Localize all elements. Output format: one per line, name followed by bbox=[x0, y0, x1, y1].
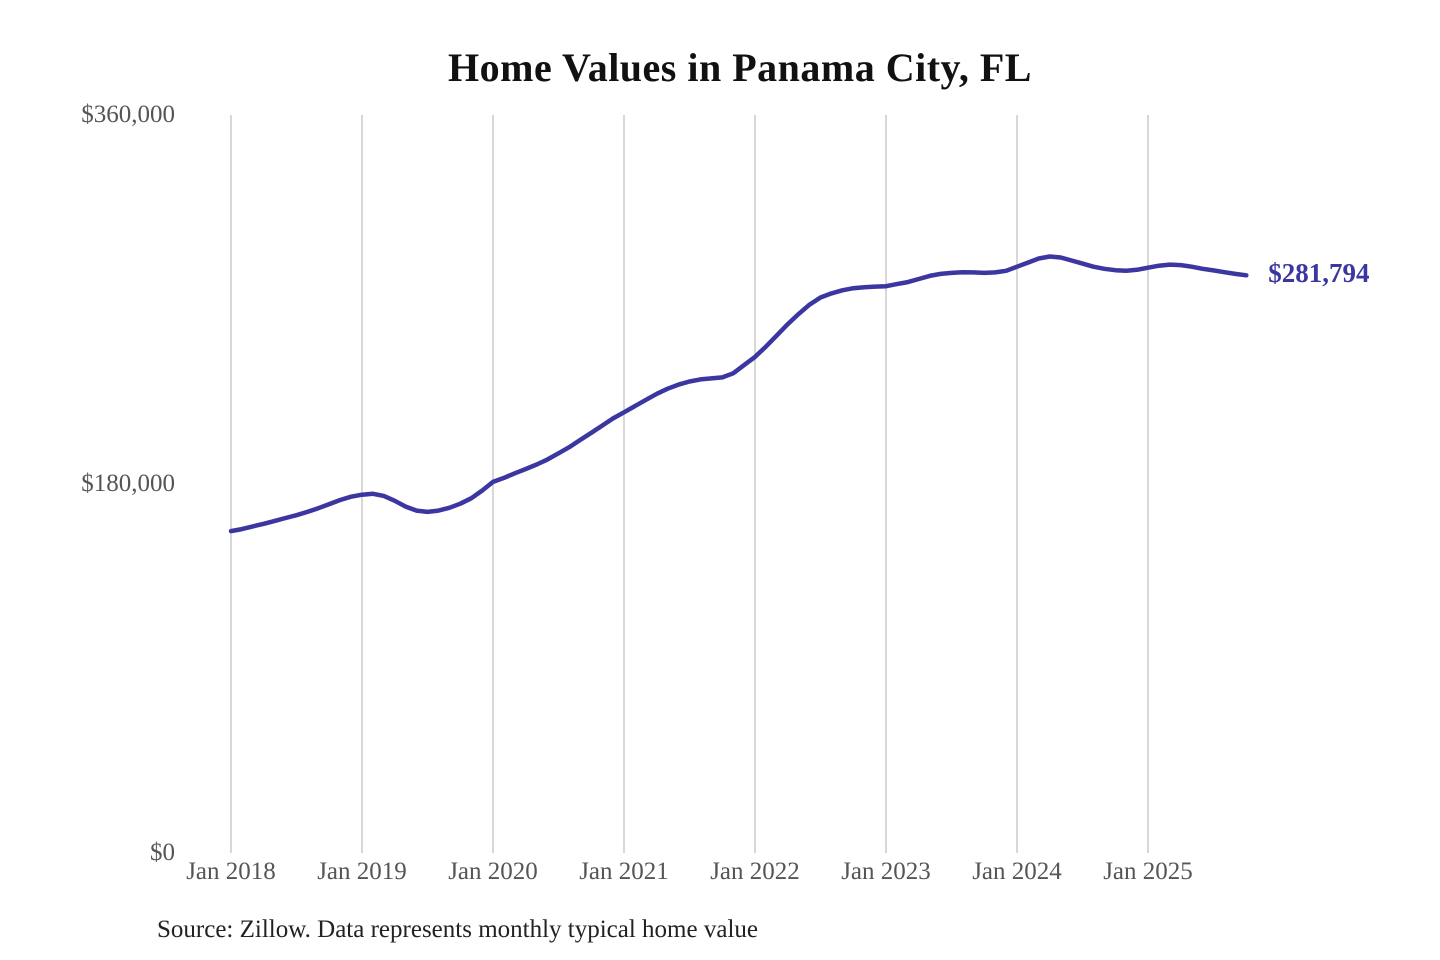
x-tick-label: Jan 2024 bbox=[972, 858, 1062, 885]
y-tick-label: $360,000 bbox=[81, 101, 175, 128]
y-tick-label: $180,000 bbox=[81, 470, 175, 497]
end-value-label: $281,794 bbox=[1268, 258, 1370, 289]
source-note: Source: Zillow. Data represents monthly … bbox=[157, 916, 758, 943]
vertical-gridlines bbox=[230, 115, 1149, 853]
x-tick-label: Jan 2019 bbox=[317, 858, 407, 885]
home-value-line-series bbox=[228, 254, 1249, 534]
x-tick-label: Jan 2023 bbox=[841, 858, 931, 885]
x-tick-label: Jan 2021 bbox=[579, 858, 669, 885]
y-tick-label: $0 bbox=[150, 839, 175, 866]
x-tick-label: Jan 2022 bbox=[710, 858, 800, 885]
x-tick-label: Jan 2020 bbox=[448, 858, 538, 885]
x-tick-label: Jan 2025 bbox=[1103, 858, 1193, 885]
chart-title: Home Values in Panama City, FL bbox=[448, 45, 1032, 90]
x-tick-label: Jan 2018 bbox=[186, 858, 276, 885]
